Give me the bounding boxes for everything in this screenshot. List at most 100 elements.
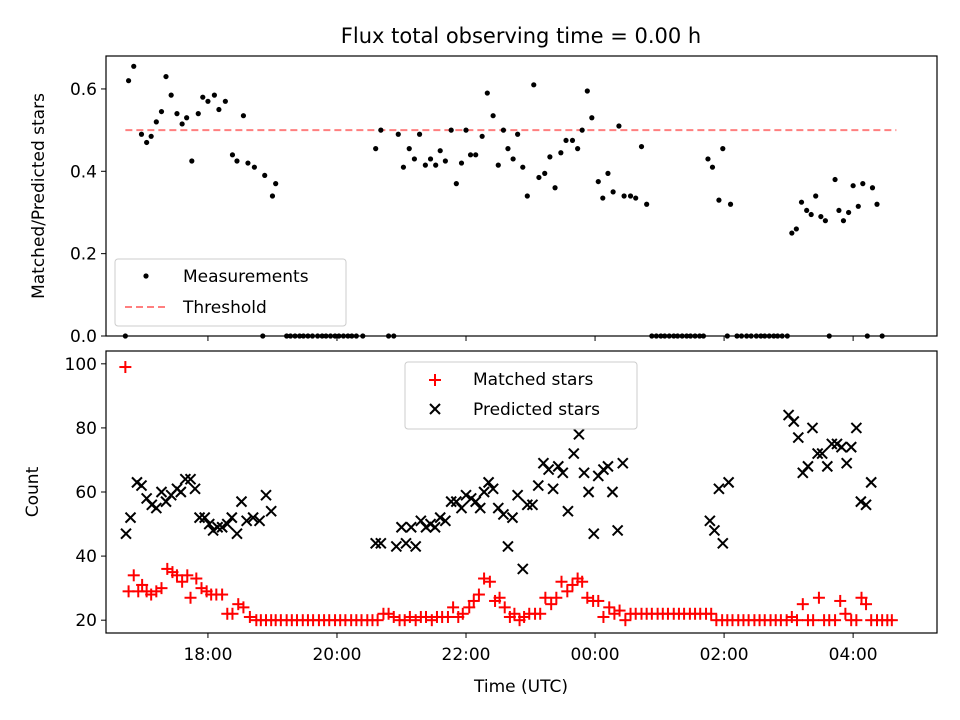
- matched-point: [576, 575, 589, 588]
- matched-point: [508, 607, 521, 620]
- measurement-point: [453, 181, 459, 187]
- predicted-point: [840, 457, 853, 469]
- matched-point: [603, 601, 616, 614]
- predicted-point: [487, 483, 499, 495]
- predicted-point: [568, 447, 580, 460]
- measurement-point: [269, 193, 276, 199]
- measurement-point: [411, 156, 417, 162]
- predicted-point: [474, 502, 486, 514]
- matched-point: [155, 582, 168, 595]
- matched-point: [190, 572, 203, 585]
- matched-point: [839, 607, 852, 620]
- predicted-point: [455, 502, 468, 514]
- measurement-point: [437, 148, 443, 154]
- predicted-point: [617, 457, 629, 469]
- predicted-point: [231, 527, 243, 540]
- measurement-point: [406, 146, 412, 152]
- matched-point: [550, 591, 563, 604]
- measurement-point: [808, 211, 814, 218]
- matched-point: [597, 610, 610, 623]
- bottom-xtick-label: 22:00: [442, 645, 491, 665]
- measurement-point: [490, 113, 496, 119]
- matched-point: [807, 614, 820, 627]
- predicted-point: [717, 537, 729, 549]
- measurement-point: [131, 63, 137, 69]
- predicted-point: [240, 515, 253, 527]
- measurement-point: [216, 106, 222, 113]
- measurement-point: [727, 201, 734, 207]
- predicted-point: [260, 489, 272, 501]
- measurement-point: [153, 119, 159, 125]
- predicted-point: [434, 511, 446, 524]
- top-legend: Measurements Threshold: [114, 258, 347, 327]
- measurement-point: [524, 193, 530, 199]
- predicted-point: [850, 422, 863, 434]
- measurement-point: [813, 193, 819, 199]
- measurement-point: [547, 154, 553, 160]
- predicted-point: [582, 486, 595, 498]
- predicted-point: [562, 505, 574, 517]
- matched-point: [441, 610, 454, 623]
- measurement-point: [433, 162, 439, 168]
- predicted-point: [602, 460, 614, 473]
- measurement-point: [273, 181, 279, 187]
- predicted-point: [478, 486, 490, 498]
- bottom-ytick-label: 60: [75, 483, 97, 503]
- predicted-point: [179, 473, 192, 485]
- measurement-point: [125, 78, 132, 84]
- measurement-point: [531, 82, 537, 88]
- measurement-point: [463, 127, 469, 133]
- measurement-point: [584, 88, 590, 94]
- predicted-point: [845, 441, 857, 453]
- matched-point: [534, 607, 547, 620]
- measurement-point: [500, 127, 507, 133]
- predicted-point: [395, 521, 408, 533]
- predicted-point: [265, 505, 277, 517]
- predicted-point: [135, 479, 148, 492]
- predicted-point: [573, 428, 585, 441]
- top-ytick-label: 0.4: [70, 162, 97, 182]
- predicted-point: [788, 415, 800, 428]
- predicted-point: [469, 495, 482, 508]
- matched-point: [545, 598, 558, 611]
- top-panel: 0.0 0.2 0.4 0.6 Matched/Predicted stars Mea…: [29, 55, 938, 347]
- top-axes-frame: [105, 55, 938, 337]
- measurement-point: [395, 131, 401, 137]
- measurement-point: [510, 156, 516, 162]
- matched-point: [561, 585, 574, 598]
- measurement-point: [552, 185, 558, 191]
- predicted-point: [547, 483, 559, 495]
- bottom-x-ticks: 18:00 20:00 22:00 00:00 02:00 04:00: [183, 633, 878, 665]
- measurement-point: [422, 162, 428, 168]
- measurement-point: [174, 111, 180, 117]
- matched-point: [136, 578, 149, 591]
- measurement-point: [158, 108, 165, 115]
- matched-point: [850, 614, 863, 627]
- measurement-point: [400, 164, 407, 170]
- predicted-point: [816, 447, 828, 460]
- predicted-point: [155, 486, 168, 498]
- measurement-point: [621, 193, 627, 199]
- measurement-point: [822, 218, 828, 224]
- predicted-point: [203, 518, 215, 530]
- measurement-point: [558, 150, 564, 156]
- measurement-point: [633, 195, 639, 201]
- bottom-panel: 20 40 60 80 100 18:00 20:00 22:00 00:00 02:00 04:…: [23, 350, 938, 697]
- bottom-legend-box: [404, 361, 638, 430]
- predicted-point: [517, 563, 529, 575]
- predicted-point: [704, 515, 716, 527]
- measurement-point: [148, 133, 154, 139]
- measurement-point: [850, 183, 856, 189]
- measurement-point: [179, 121, 185, 127]
- predicted-point: [521, 499, 534, 511]
- predicted-point: [375, 537, 387, 549]
- predicted-point: [542, 463, 555, 476]
- predicted-point: [405, 521, 417, 533]
- matched-point: [790, 614, 803, 627]
- measurement-point: [869, 185, 876, 191]
- predicted-point: [506, 511, 519, 524]
- predicted-point: [253, 515, 266, 527]
- top-ytick-label: 0.0: [70, 327, 97, 347]
- measurement-point: [251, 164, 257, 170]
